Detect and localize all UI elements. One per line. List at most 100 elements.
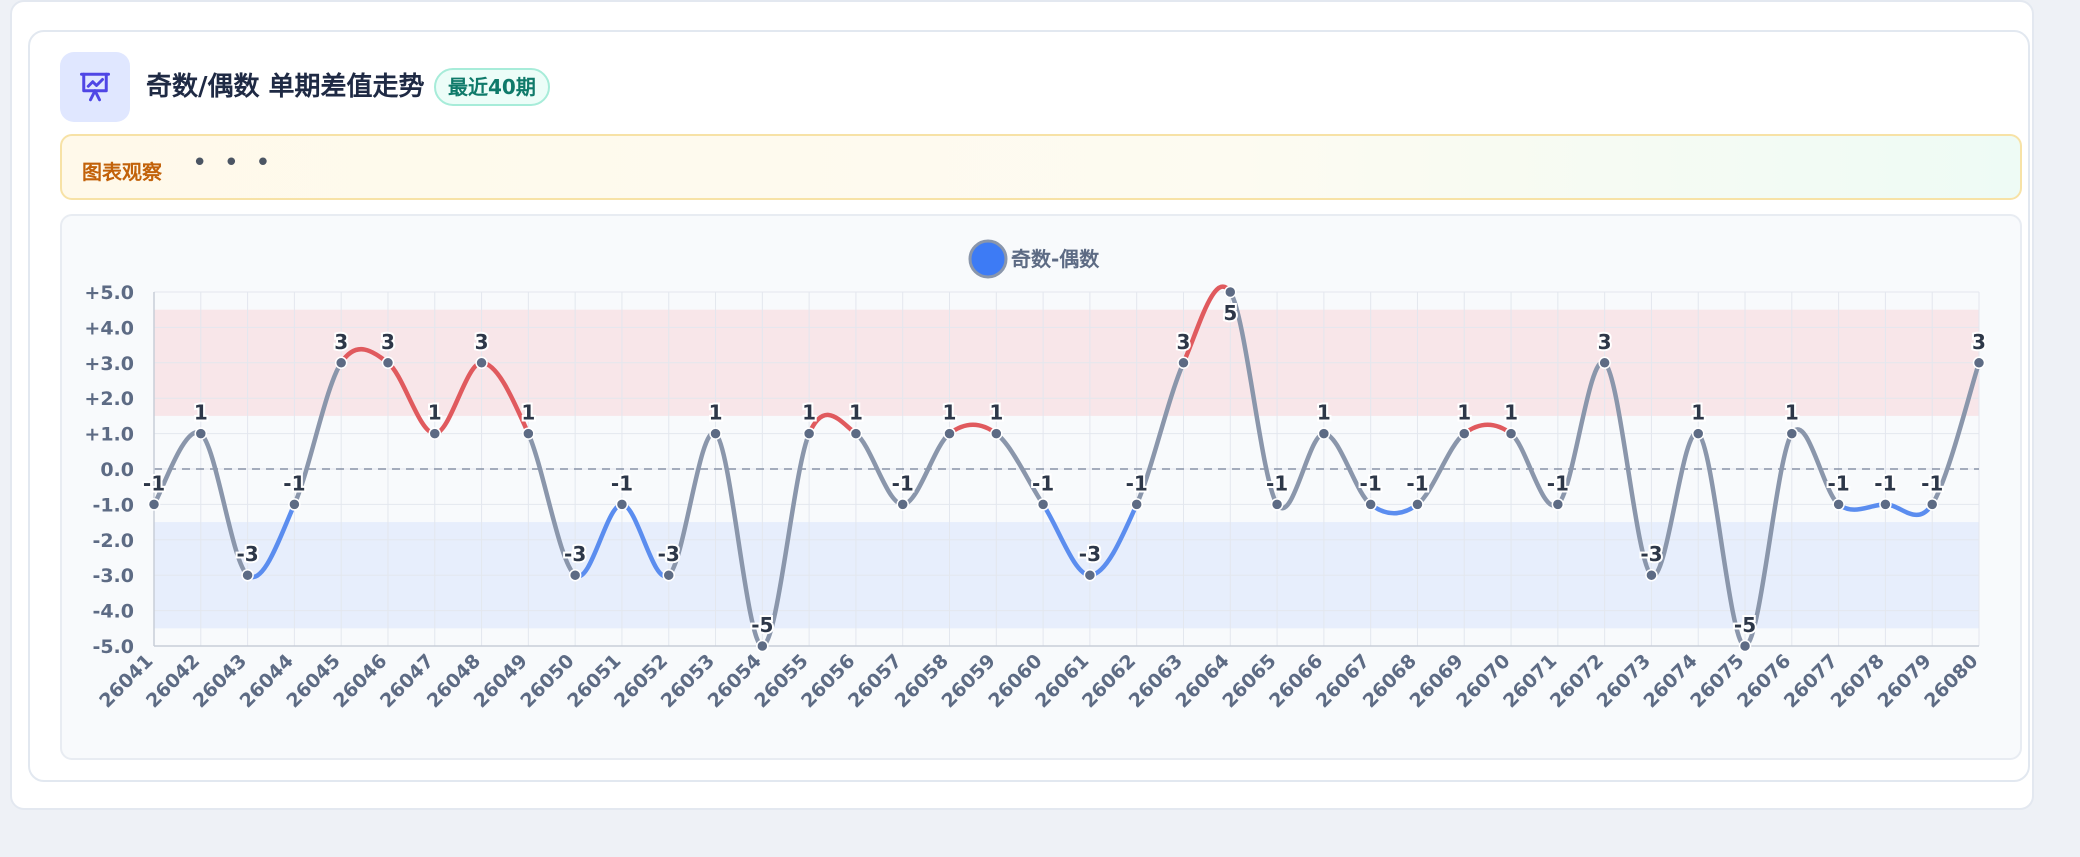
y-tick-label: -5.0 [92,636,134,658]
y-tick-label: -1.0 [92,494,134,516]
data-label: 5 [1223,301,1237,325]
data-label: 1 [1504,401,1518,425]
data-point [1130,498,1143,511]
y-tick-label: 0.0 [100,459,134,481]
line-segment [994,431,1046,507]
data-point [943,427,956,440]
data-label: -1 [1547,471,1569,495]
data-point [1364,498,1377,511]
presentation-chart-icon [60,52,130,122]
line-segment [947,422,999,436]
line-segment [1134,360,1186,507]
data-label: -1 [1921,471,1943,495]
data-label: 3 [475,330,489,354]
data-point [756,639,769,653]
data-label: -1 [1874,471,1896,495]
data-label: 3 [334,330,348,354]
data-label: -1 [1828,471,1850,495]
data-label: 3 [1972,330,1986,354]
data-label: 1 [802,401,816,425]
observation-banner[interactable]: 图表观察 • • • [60,134,2022,200]
legend-marker [968,239,1008,279]
data-label: -3 [236,542,258,566]
data-point [334,356,348,370]
data-label: -1 [143,471,165,495]
data-point [1411,498,1424,511]
y-tick-label: -4.0 [92,601,134,623]
legend-label: 奇数-偶数 [1011,247,1100,271]
line-segment [760,431,812,649]
data-label: -1 [1406,471,1428,495]
data-label: 1 [943,401,957,425]
data-label: 1 [1457,401,1471,425]
data-label: 1 [1785,401,1799,425]
data-point [1458,427,1471,440]
data-label: -1 [1266,471,1288,495]
data-point [1083,568,1097,582]
data-point [662,568,675,582]
data-label: -1 [283,471,305,495]
data-label: 1 [428,401,442,425]
data-label: 1 [849,401,863,425]
data-label: 1 [1691,401,1705,425]
data-label: -5 [1734,613,1756,637]
data-label: -1 [892,471,914,495]
data-point [1972,356,1986,370]
chart-panel [60,214,2022,760]
data-point [1270,498,1284,511]
data-label: -1 [1032,471,1054,495]
data-point [1036,498,1050,511]
line-segment [1836,502,1888,512]
data-label: -1 [1126,471,1148,495]
data-point [802,427,816,440]
line-segment [713,431,765,649]
data-point [1738,639,1752,653]
data-point [1785,427,1799,440]
line-segment [1415,431,1467,507]
data-label: -3 [1079,542,1101,566]
y-tick-label: +3.0 [84,353,134,375]
line-segment [1649,431,1701,578]
data-point [990,427,1003,440]
line-segment [1742,431,1795,649]
data-label: 1 [1317,401,1331,425]
line-segment [1789,427,1841,507]
data-label: -1 [611,471,633,495]
data-point [896,498,909,511]
data-point [568,568,582,582]
data-point [1832,498,1845,511]
line-segment [1462,422,1514,436]
data-point [615,498,629,511]
data-point [1691,427,1705,440]
data-label: 3 [1598,330,1612,354]
y-tick-label: -3.0 [92,565,134,587]
data-point [1879,498,1892,511]
observation-loading-dots: • • • [192,148,275,178]
data-point [475,356,488,370]
data-point [194,427,208,440]
line-segment [1228,289,1280,507]
line-segment [1368,502,1420,516]
y-tick-label: -2.0 [92,530,134,552]
data-point [288,498,301,511]
data-point [1598,356,1611,370]
line-segment [1602,360,1654,578]
data-point [1551,498,1565,511]
data-label: -3 [658,542,680,566]
line-segment [1883,502,1935,518]
y-tick-label: +4.0 [84,317,134,339]
line-segment [292,360,344,507]
data-point [1224,285,1237,299]
line-segment [198,431,250,578]
chart-title: 奇数/偶数 单期差值走势 [146,72,425,102]
data-point [849,427,863,440]
data-point [381,356,395,370]
data-label: 3 [1177,330,1191,354]
data-point [147,498,161,511]
data-point [1925,498,1939,511]
data-point [522,427,535,440]
data-point [709,427,722,440]
data-label: -3 [1640,542,1662,566]
y-tick-label: +5.0 [84,282,134,304]
